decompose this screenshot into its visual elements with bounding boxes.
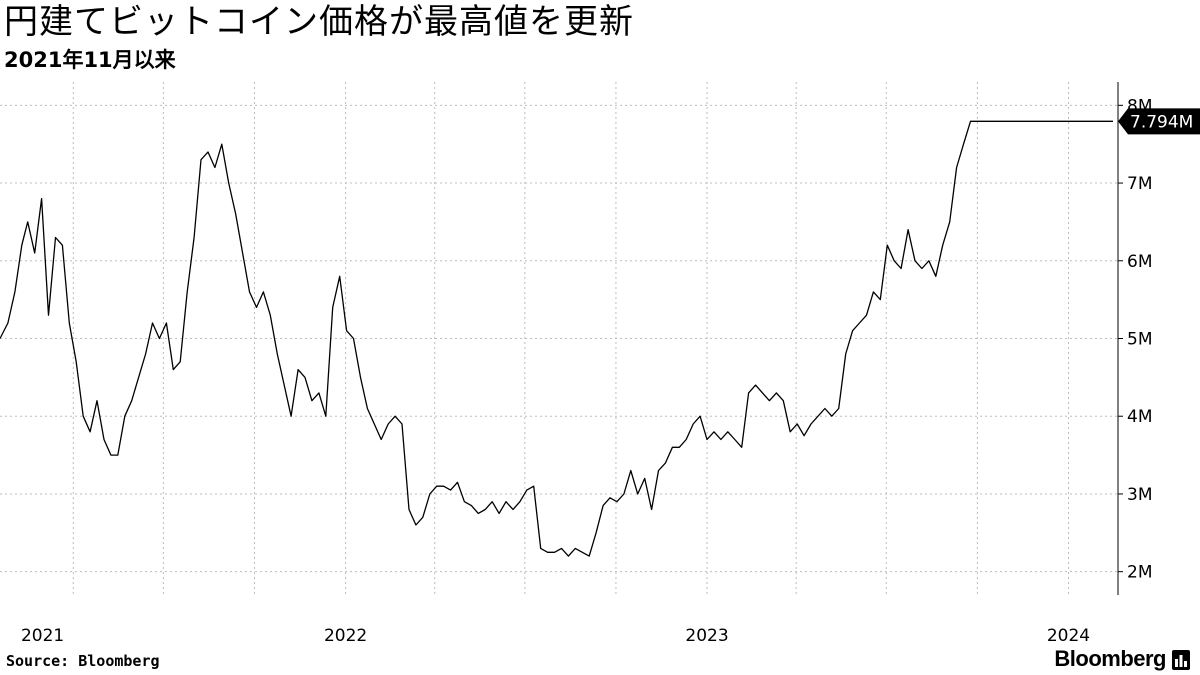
x-tick-label: 2022 — [324, 626, 367, 646]
x-tick-label: 2024 — [1047, 626, 1090, 646]
horizontal-gridlines — [0, 104, 1118, 573]
source-note: Source: Bloomberg — [6, 652, 160, 670]
last-value-marker: 7.794M — [1118, 108, 1200, 135]
x-tick-label: 2021 — [21, 626, 64, 646]
chart-subtitle: 2021年11月以来 — [4, 48, 176, 72]
last-value-label: 7.794M — [1130, 112, 1193, 132]
price-series-line — [0, 120, 1113, 557]
last-value-badge — [1118, 108, 1200, 135]
y-tick-label: 4M — [1127, 407, 1152, 427]
y-tick-label: 3M — [1127, 485, 1152, 505]
x-tick-label: 2023 — [685, 626, 728, 646]
chart-title: 円建てビットコイン価格が最高値を更新 — [4, 2, 634, 42]
bloomberg-mark-icon — [1172, 650, 1190, 670]
x-axis: 2021 2022 2023 2024 — [21, 626, 1090, 646]
y-tick-label: 5M — [1127, 330, 1152, 350]
y-tick-label: 7M — [1127, 174, 1152, 194]
y-tick-label: 2M — [1127, 563, 1152, 583]
bloomberg-logo-text: Bloomberg — [1054, 646, 1166, 671]
y-tick-label: 6M — [1127, 252, 1152, 272]
